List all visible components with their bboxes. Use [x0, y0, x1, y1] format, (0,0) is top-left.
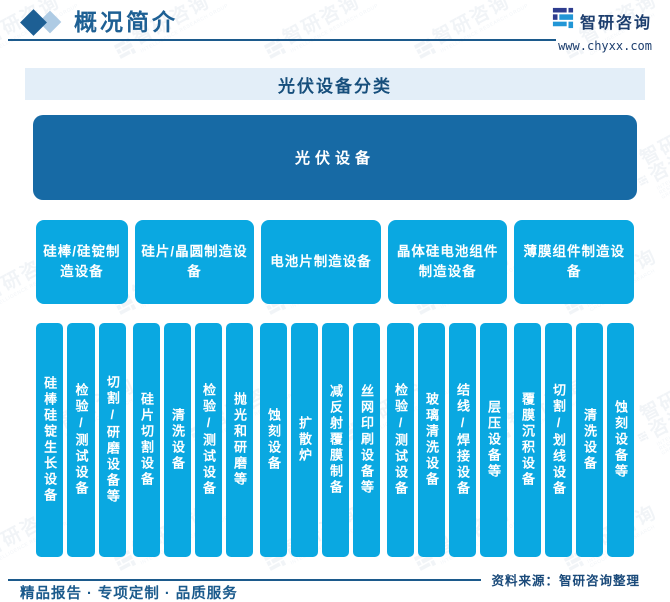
item-label: 覆膜沉积设备 — [520, 392, 535, 488]
item-node: 硅片切割设备 — [133, 323, 160, 557]
item-label: 丝网印刷设备等 — [359, 384, 374, 496]
item-label: 切割/研磨设备等 — [104, 375, 120, 505]
category-node-5: 薄膜组件制造设备 — [514, 220, 634, 304]
item-node: 玻璃清洗设备 — [418, 323, 445, 557]
category-node-1: 硅棒/硅锭制造设备 — [36, 220, 128, 304]
item-label: 扩散炉 — [297, 416, 312, 464]
item-label: 结线/焊接设备 — [455, 383, 470, 497]
page-header: 概况简介 智研咨询 ww — [0, 0, 670, 55]
item-label: 检验/测试设备 — [393, 383, 408, 497]
item-group-3: 蚀刻设备 扩散炉 减反射覆膜制备 丝网印刷设备等 — [260, 323, 380, 557]
item-node: 蚀刻设备等 — [607, 323, 634, 557]
item-node: 硅棒硅锭生长设备 — [36, 323, 64, 557]
root-node: 光伏设备 — [33, 115, 637, 200]
item-node: 清洗设备 — [164, 323, 191, 557]
item-node: 扩散炉 — [291, 323, 318, 557]
source-text: 资料来源：智研咨询整理 — [491, 574, 640, 588]
item-node: 层压设备等 — [480, 323, 507, 557]
item-label: 层压设备等 — [486, 400, 501, 480]
chart-title: 光伏设备分类 — [278, 76, 392, 96]
item-label: 检验/测试设备 — [73, 383, 89, 497]
item-label: 硅棒硅锭生长设备 — [42, 376, 58, 504]
source-divider — [8, 578, 482, 581]
item-node: 切割/划线设备 — [545, 323, 572, 557]
item-node: 清洗设备 — [576, 323, 603, 557]
brand-website: www.chyxx.com — [558, 39, 652, 53]
category-row: 硅棒/硅锭制造设备 硅片/晶圆制造设备 电池片制造设备 晶体硅电池组件制造设备 薄膜组件… — [36, 220, 634, 304]
item-label: 减反射覆膜制备 — [328, 384, 343, 496]
item-node: 蚀刻设备 — [260, 323, 287, 557]
item-group-5: 覆膜沉积设备 切割/划线设备 清洗设备 蚀刻设备等 — [514, 323, 634, 557]
source-row: 资料来源：智研咨询整理 — [8, 570, 640, 589]
section-title: 概况简介 — [74, 10, 178, 35]
item-node: 切割/研磨设备等 — [98, 323, 126, 557]
category-label: 薄膜组件制造设备 — [523, 244, 625, 279]
item-node: 检验/测试设备 — [387, 323, 414, 557]
category-node-3: 电池片制造设备 — [261, 220, 381, 304]
category-label: 电池片制造设备 — [270, 254, 372, 270]
category-label: 硅片/晶圆制造设备 — [141, 244, 248, 279]
item-node: 减反射覆膜制备 — [322, 323, 349, 557]
item-label: 蚀刻设备 — [266, 408, 281, 472]
item-label: 清洗设备 — [582, 408, 597, 472]
header-divider — [8, 39, 556, 41]
item-label: 抛光和研磨等 — [232, 392, 247, 488]
brand-name: 智研咨询 — [579, 14, 652, 32]
item-node: 检验/测试设备 — [195, 323, 222, 557]
item-label: 玻璃清洗设备 — [424, 392, 439, 488]
item-node: 覆膜沉积设备 — [514, 323, 541, 557]
category-label: 硅棒/硅锭制造设备 — [43, 244, 121, 279]
item-node: 结线/焊接设备 — [449, 323, 476, 557]
brand-block: 智研咨询 www.chyxx.com — [552, 7, 652, 53]
item-group-1: 硅棒硅锭生长设备 检验/测试设备 切割/研磨设备等 — [36, 323, 126, 557]
category-node-2: 硅片/晶圆制造设备 — [134, 220, 255, 304]
items-row: 硅棒硅锭生长设备 检验/测试设备 切割/研磨设备等 硅片切割设备 清洗设备 检验/测试设备… — [36, 323, 634, 557]
root-node-label: 光伏设备 — [294, 150, 375, 167]
chart-title-band: 光伏设备分类 — [25, 68, 645, 100]
item-label: 检验/测试设备 — [201, 383, 216, 497]
header-left: 概况简介 — [18, 8, 178, 38]
item-label: 硅片切割设备 — [139, 392, 154, 488]
item-node: 检验/测试设备 — [67, 323, 95, 557]
item-label: 蚀刻设备等 — [613, 400, 628, 480]
item-group-4: 检验/测试设备 玻璃清洗设备 结线/焊接设备 层压设备等 — [387, 323, 507, 557]
category-label: 晶体硅电池组件制造设备 — [396, 244, 499, 279]
diamond-icon — [18, 8, 64, 38]
brand-logo-icon — [552, 7, 574, 34]
category-node-4: 晶体硅电池组件制造设备 — [387, 220, 508, 304]
item-group-2: 硅片切割设备 清洗设备 检验/测试设备 抛光和研磨等 — [133, 323, 253, 557]
item-label: 切割/划线设备 — [551, 383, 566, 497]
item-node: 抛光和研磨等 — [226, 323, 253, 557]
item-node: 丝网印刷设备等 — [353, 323, 380, 557]
footer-tagline: 精品报告 · 专项定制 · 品质服务 — [20, 586, 238, 602]
item-label: 清洗设备 — [170, 408, 185, 472]
